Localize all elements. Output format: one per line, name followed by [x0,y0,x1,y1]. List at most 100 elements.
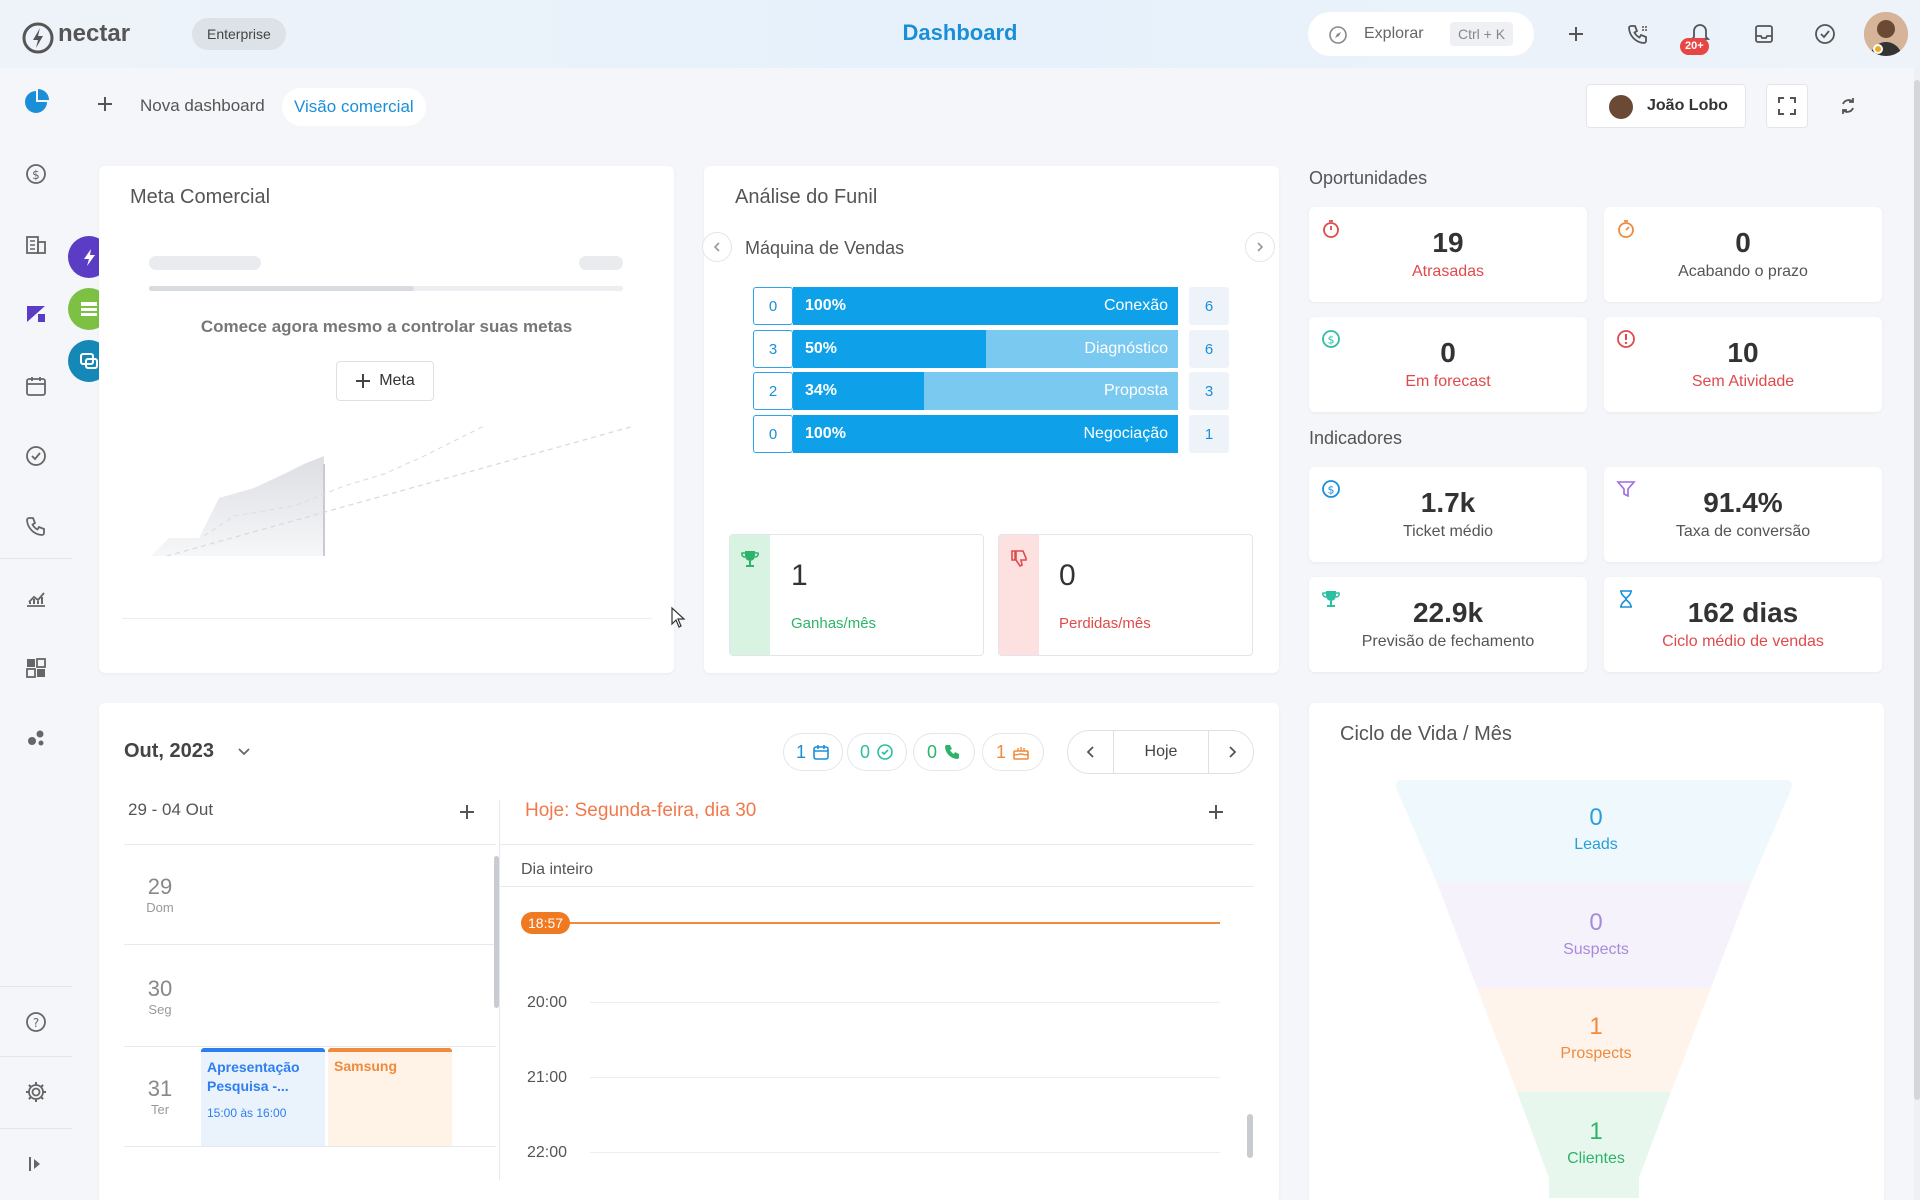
funnel-stage-row[interactable]: 3 50% Diagnóstico 6 [753,330,1231,368]
funnel-stage-row[interactable]: 0 100% Conexão 6 [753,287,1231,325]
lifecycle-stage[interactable]: 0 Leads [1496,804,1696,854]
week-list: 29 Dom 30 Seg 31 Ter Apresentação Pesquisa … [124,860,496,1147]
next-pipeline-button[interactable] [1245,232,1275,262]
top-bar [0,0,1920,68]
prev-pipeline-button[interactable] [702,232,732,262]
calls-icon[interactable] [22,512,50,540]
stopwatch-icon [1323,220,1339,238]
dashboard-icon[interactable] [22,88,50,116]
integrations-icon[interactable] [22,724,50,752]
chip-tasks[interactable]: 0 [847,733,907,771]
page-scrollbar-thumb[interactable] [1914,80,1920,1100]
event-samsung[interactable]: Samsung [328,1048,452,1146]
day-31[interactable]: 31 Ter [124,1076,196,1117]
help-icon[interactable]: ? [22,1008,50,1036]
funnel-chart-icon[interactable] [22,300,50,328]
trophy-icon [741,551,759,567]
plan-badge: Enterprise [192,18,286,50]
chip-calendar[interactable]: 1 [783,733,843,771]
stat-acabando-prazo[interactable]: 0 Acabando o prazo [1604,207,1882,302]
thumbs-down-icon [1011,550,1027,568]
inbox-icon[interactable] [1752,22,1776,46]
stat-sem-atividade[interactable]: 10 Sem Atividade [1604,317,1882,412]
expand-sidebar-icon[interactable] [22,1150,50,1178]
stat-value: 0 [1440,337,1456,368]
stat-label: Ticket médio [1402,523,1494,540]
lost-card[interactable]: 0 Perdidas/mês [998,534,1253,656]
stage-name: Diagnóstico [1084,340,1168,357]
stat-atrasadas[interactable]: 19 Atrasadas [1309,207,1587,302]
stat-ticket-medio[interactable]: $ 1.7k Ticket médio [1309,467,1587,562]
check-circle-icon[interactable] [1813,22,1837,46]
ciclo-title: Ciclo de Vida / Mês [1340,723,1512,745]
divider [500,886,1254,887]
tasks-icon[interactable] [22,442,50,470]
settings-gear-icon[interactable] [22,1078,50,1106]
stage-total: 6 [1189,330,1229,368]
refresh-icon[interactable] [1838,96,1858,116]
event-title: Samsung [334,1058,398,1074]
stage-bar-fill [793,372,924,410]
stat-taxa-conversao[interactable]: 91.4% Taxa de conversão [1604,467,1882,562]
won-value: 1 [791,559,808,592]
new-dashboard-link[interactable]: Nova dashboard [140,96,265,115]
page-scrollbar-track[interactable] [1914,68,1920,1200]
placeholder-bar [149,256,261,270]
funnel-stage-row[interactable]: 2 34% Proposta 3 [753,372,1231,410]
add-day-event-icon[interactable] [1207,803,1225,821]
lifecycle-label: Prospects [1560,1045,1632,1062]
phone-icon[interactable] [1626,22,1650,46]
nectar-logo[interactable] [20,20,56,56]
calendar-icon[interactable] [22,372,50,400]
agenda-month: Out, 2023 [124,740,215,762]
month-dropdown-icon[interactable] [236,743,252,759]
chip-birthdays[interactable]: 1 [982,733,1044,771]
chip-calls[interactable]: 0 [913,733,975,771]
add-icon[interactable] [1564,22,1588,46]
lifecycle-stage[interactable]: 1 Clientes [1496,1118,1696,1168]
analytics-icon[interactable] [22,584,50,612]
user-avatar[interactable] [1864,12,1908,56]
meta-comercial-card: Meta Comercial Comece agora mesmo a cont… [99,166,674,673]
stat-ciclo-medio[interactable]: 162 dias Ciclo médio de vendas [1604,577,1882,672]
lifecycle-value: 0 [1589,804,1603,831]
sidebar-divider [0,986,72,987]
widgets-icon[interactable] [22,654,50,682]
search-label: Explorar [1364,25,1424,42]
fullscreen-button[interactable] [1766,84,1808,128]
stat-label: Ciclo médio de vendas [1662,633,1824,650]
event-apresentacao[interactable]: Apresentação Pesquisa -... 15:00 às 16:0… [201,1048,325,1146]
day-30[interactable]: 30 Seg [124,976,196,1017]
won-label: Ganhas/mês [791,615,877,632]
day-name: Dom [146,900,174,915]
building-icon[interactable] [22,230,50,258]
placeholder-progress [149,286,623,291]
day-view-scrollbar[interactable] [1247,1114,1253,1158]
prev-date-button[interactable] [1068,731,1114,773]
add-dashboard-icon[interactable] [96,95,114,113]
today-button[interactable]: Hoje [1144,743,1178,760]
stage-count: 0 [753,287,793,325]
dollar-icon[interactable]: $ [22,160,50,188]
timer-icon [1618,220,1634,238]
stage-bar-fill [793,330,986,368]
add-week-event-icon[interactable] [458,803,476,821]
won-card[interactable]: 1 Ganhas/mês [729,534,984,656]
divider [500,844,1254,845]
lifecycle-value: 1 [1589,1118,1603,1145]
next-date-button[interactable] [1208,731,1253,773]
stat-previsao-fechamento[interactable]: 22.9k Previsão de fechamento [1309,577,1587,672]
stat-em-forecast[interactable]: $ 0 Em forecast [1309,317,1587,412]
add-meta-button[interactable]: Meta [336,361,434,401]
lifecycle-stage[interactable]: 1 Prospects [1496,1013,1696,1063]
logo-text: nectar [58,20,131,47]
funnel-stage-row[interactable]: 0 100% Negociação 1 [753,415,1231,453]
user-filter-button[interactable]: João Lobo [1586,84,1746,128]
search-shortcut: Ctrl + K [1450,22,1514,46]
week-list-scrollbar[interactable] [494,856,499,1008]
day-29[interactable]: 29 Dom [124,874,196,915]
lifecycle-stage[interactable]: 0 Suspects [1496,909,1696,959]
tab-visao-comercial[interactable]: Visão comercial [282,88,426,126]
stage-name: Proposta [1103,382,1168,399]
search-box[interactable]: Explorar Ctrl + K [1308,12,1534,56]
